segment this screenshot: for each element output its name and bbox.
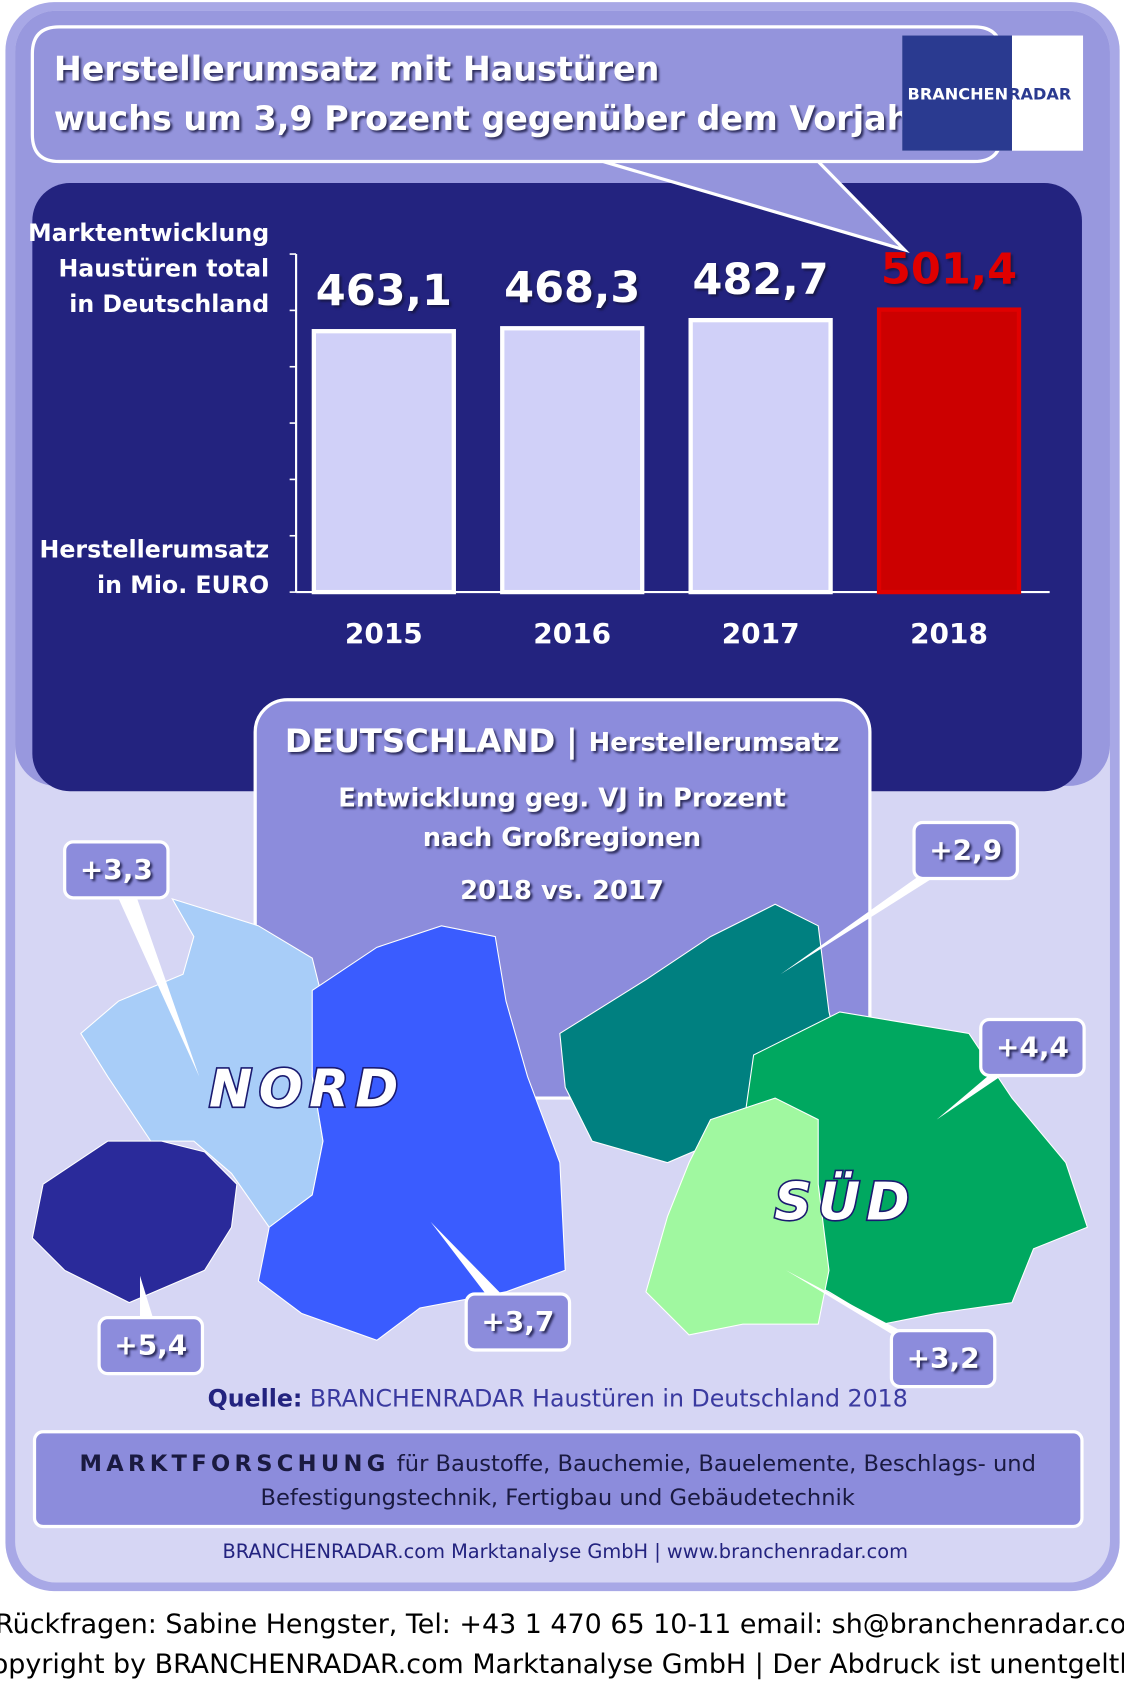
map-title-sub: Herstellerumsatz (589, 727, 840, 757)
region-bw (645, 1097, 830, 1336)
bar (311, 329, 456, 595)
chart-title: in Deutschland (69, 290, 269, 318)
x-tick-label: 2017 (722, 617, 800, 650)
logo-part: BRANCHEN (908, 84, 1009, 103)
region-label: +4,4 (996, 1031, 1069, 1064)
value-label: 463,1 (316, 266, 452, 316)
y-axis-label: Herstellerumsatz (40, 536, 270, 564)
x-tick-label: 2015 (345, 617, 423, 650)
map-title: DEUTSCHLAND | Herstellerumsatz (285, 722, 839, 761)
group-label: SÜD (774, 1171, 915, 1233)
banner-text: für Baustoffe, Bauchemie, Bauelemente, B… (390, 1451, 1036, 1477)
company: BRANCHENRADAR.com Marktanalyse GmbH | ww… (223, 1540, 908, 1563)
label-box (63, 840, 170, 900)
source: Quelle: BRANCHENRADAR Haustüren in Deuts… (208, 1384, 908, 1412)
region-label: +3,2 (907, 1342, 980, 1375)
chart-title: Haustüren total (58, 255, 269, 283)
region-label: +3,3 (80, 853, 153, 886)
logo-text: BRANCHENRADAR (908, 84, 1072, 103)
banner (32, 1430, 1084, 1529)
map-subtitle: Entwicklung geg. VJ in Prozent (338, 783, 786, 813)
x-tick-label: 2018 (910, 617, 988, 650)
map-subtitle: nach Großregionen (423, 823, 701, 853)
source-text: BRANCHENRADAR Haustüren in Deutschland 2… (302, 1384, 907, 1412)
banner-lead: MARKTFORSCHUNG (79, 1451, 389, 1477)
bar (688, 317, 833, 595)
banner-line: MARKTFORSCHUNG für Baustoffe, Bauchemie,… (79, 1451, 1035, 1477)
bar (500, 326, 645, 595)
value-label: 468,3 (504, 263, 640, 313)
label-box (464, 1292, 572, 1352)
bar-chart: Marktentwicklung Haustüren total in Deutsc… (28, 219, 1050, 650)
contact: Rückfragen: Sabine Hengster, Tel: +43 1 … (0, 1609, 1124, 1640)
label-box (979, 1017, 1086, 1078)
region-east (257, 925, 566, 1341)
region-label: +2,9 (929, 834, 1002, 867)
label-box (912, 820, 1019, 881)
map (31, 897, 1089, 1341)
region-nrw (31, 1140, 238, 1304)
region-label: +3,7 (481, 1305, 554, 1338)
map-title-sep: | (566, 722, 578, 761)
x-tick-label: 2016 (533, 617, 611, 650)
title: wuchs um 3,9 Prozent gegenüber dem Vorja… (54, 99, 928, 138)
bar (876, 307, 1022, 595)
chart-title: Marktentwicklung (28, 219, 269, 247)
title: Herstellerumsatz mit Haustüren (54, 50, 660, 89)
contact: Copyright by BRANCHENRADAR.com Marktanal… (0, 1649, 1124, 1680)
value-label: 482,7 (693, 255, 829, 305)
logo-part: RADAR (1008, 84, 1072, 103)
banner-line: Befestigungstechnik, Fertigbau und Gebäu… (260, 1485, 855, 1511)
y-axis-label: in Mio. EURO (97, 571, 269, 599)
map-period: 2018 vs. 2017 (460, 876, 664, 906)
source-label: Quelle: (208, 1384, 303, 1412)
map-title-main: DEUTSCHLAND (285, 722, 555, 760)
value-label: 501,4 (881, 244, 1017, 294)
logo-square (902, 35, 1012, 151)
group-label: NORD (209, 1060, 405, 1120)
label-box (97, 1316, 205, 1376)
region-label: +5,4 (114, 1329, 187, 1362)
label-box (889, 1328, 997, 1389)
